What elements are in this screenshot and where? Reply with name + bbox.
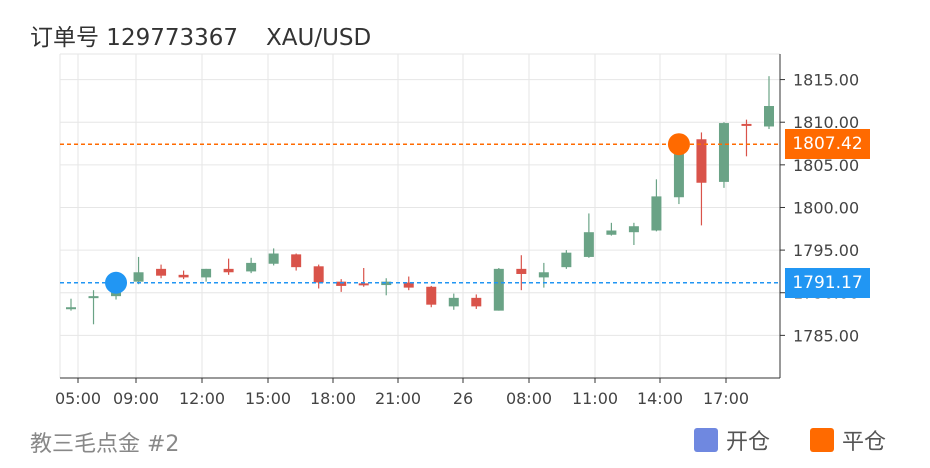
candle-body [358,283,369,286]
candle-body [403,282,414,288]
x-tick-label: 21:00 [375,389,421,408]
candle-body [426,286,437,305]
candle-body [651,196,662,231]
legend-close-swatch [810,428,834,452]
order-number-label: 订单号 129773367 [30,25,239,51]
candle-body [628,226,639,233]
y-tick-label: 1795.00 [793,241,859,260]
symbol-label: XAU/USD [266,25,372,51]
candle-body [133,272,144,282]
candle-body [291,254,302,268]
y-tick-label: 1815.00 [793,71,859,90]
candle-body [561,252,572,268]
legend-open-item: 开仓 [694,424,770,456]
trade-lines [60,133,780,294]
candle-body [493,268,504,311]
y-tick-label: 1805.00 [793,156,859,175]
y-tick-label: 1800.00 [793,198,859,217]
legend-close-item: 平仓 [810,424,886,456]
candle-body [268,253,279,264]
candle-body [88,296,99,299]
y-tick-label: 1810.00 [793,113,859,132]
candle-body [156,268,167,276]
candle-body [471,297,482,307]
candle-body [741,123,752,126]
candle-body [313,266,324,283]
x-tick-label: 05:00 [55,389,101,408]
candle-body [223,268,234,273]
candle-body [764,106,774,127]
close-trade-marker [667,133,690,156]
x-tick-label: 11:00 [572,389,618,408]
x-tick-label: 09:00 [113,389,159,408]
x-tick-label: 15:00 [245,389,291,408]
y-tick-label: 1785.00 [793,326,859,345]
candle-body [673,146,684,198]
candle-body [538,272,549,278]
legend-open-label: 开仓 [726,430,771,455]
x-tick-label: 18:00 [310,389,356,408]
candle-body [66,307,76,310]
x-tick-label: 08:00 [506,389,552,408]
x-tick-label: 17:00 [703,389,749,408]
candle-body [201,268,212,278]
legend-open-swatch [694,428,718,452]
open-trade-marker [105,271,128,294]
candle-body [516,268,527,274]
candle-body [448,297,459,307]
chart-axes: 05:00 09:00 12:00 15:00 18:00 21:00 26 08:00 11:… [55,54,859,408]
chart-title: 订单号 129773367 XAU/USD [30,18,371,52]
candle-body [606,230,617,235]
x-tick-label: 12:00 [179,389,225,408]
account-label: 教三毛点金 #2 [30,432,180,457]
x-tick-label: 26 [453,389,473,408]
candle-body [718,123,729,182]
candle-body [336,281,347,286]
chart-grid [59,53,780,378]
candle-body [696,139,707,183]
candle-body [178,274,189,278]
candle-body [246,262,257,272]
candle-body [583,232,594,257]
x-tick-label: 14:00 [637,389,683,408]
open-price-tag: 1791.17 [785,267,870,298]
legend-close-label: 平仓 [842,430,887,455]
close-price-tag: 1807.42 [785,129,870,160]
candle-body [381,281,392,286]
candles-group [66,76,774,325]
